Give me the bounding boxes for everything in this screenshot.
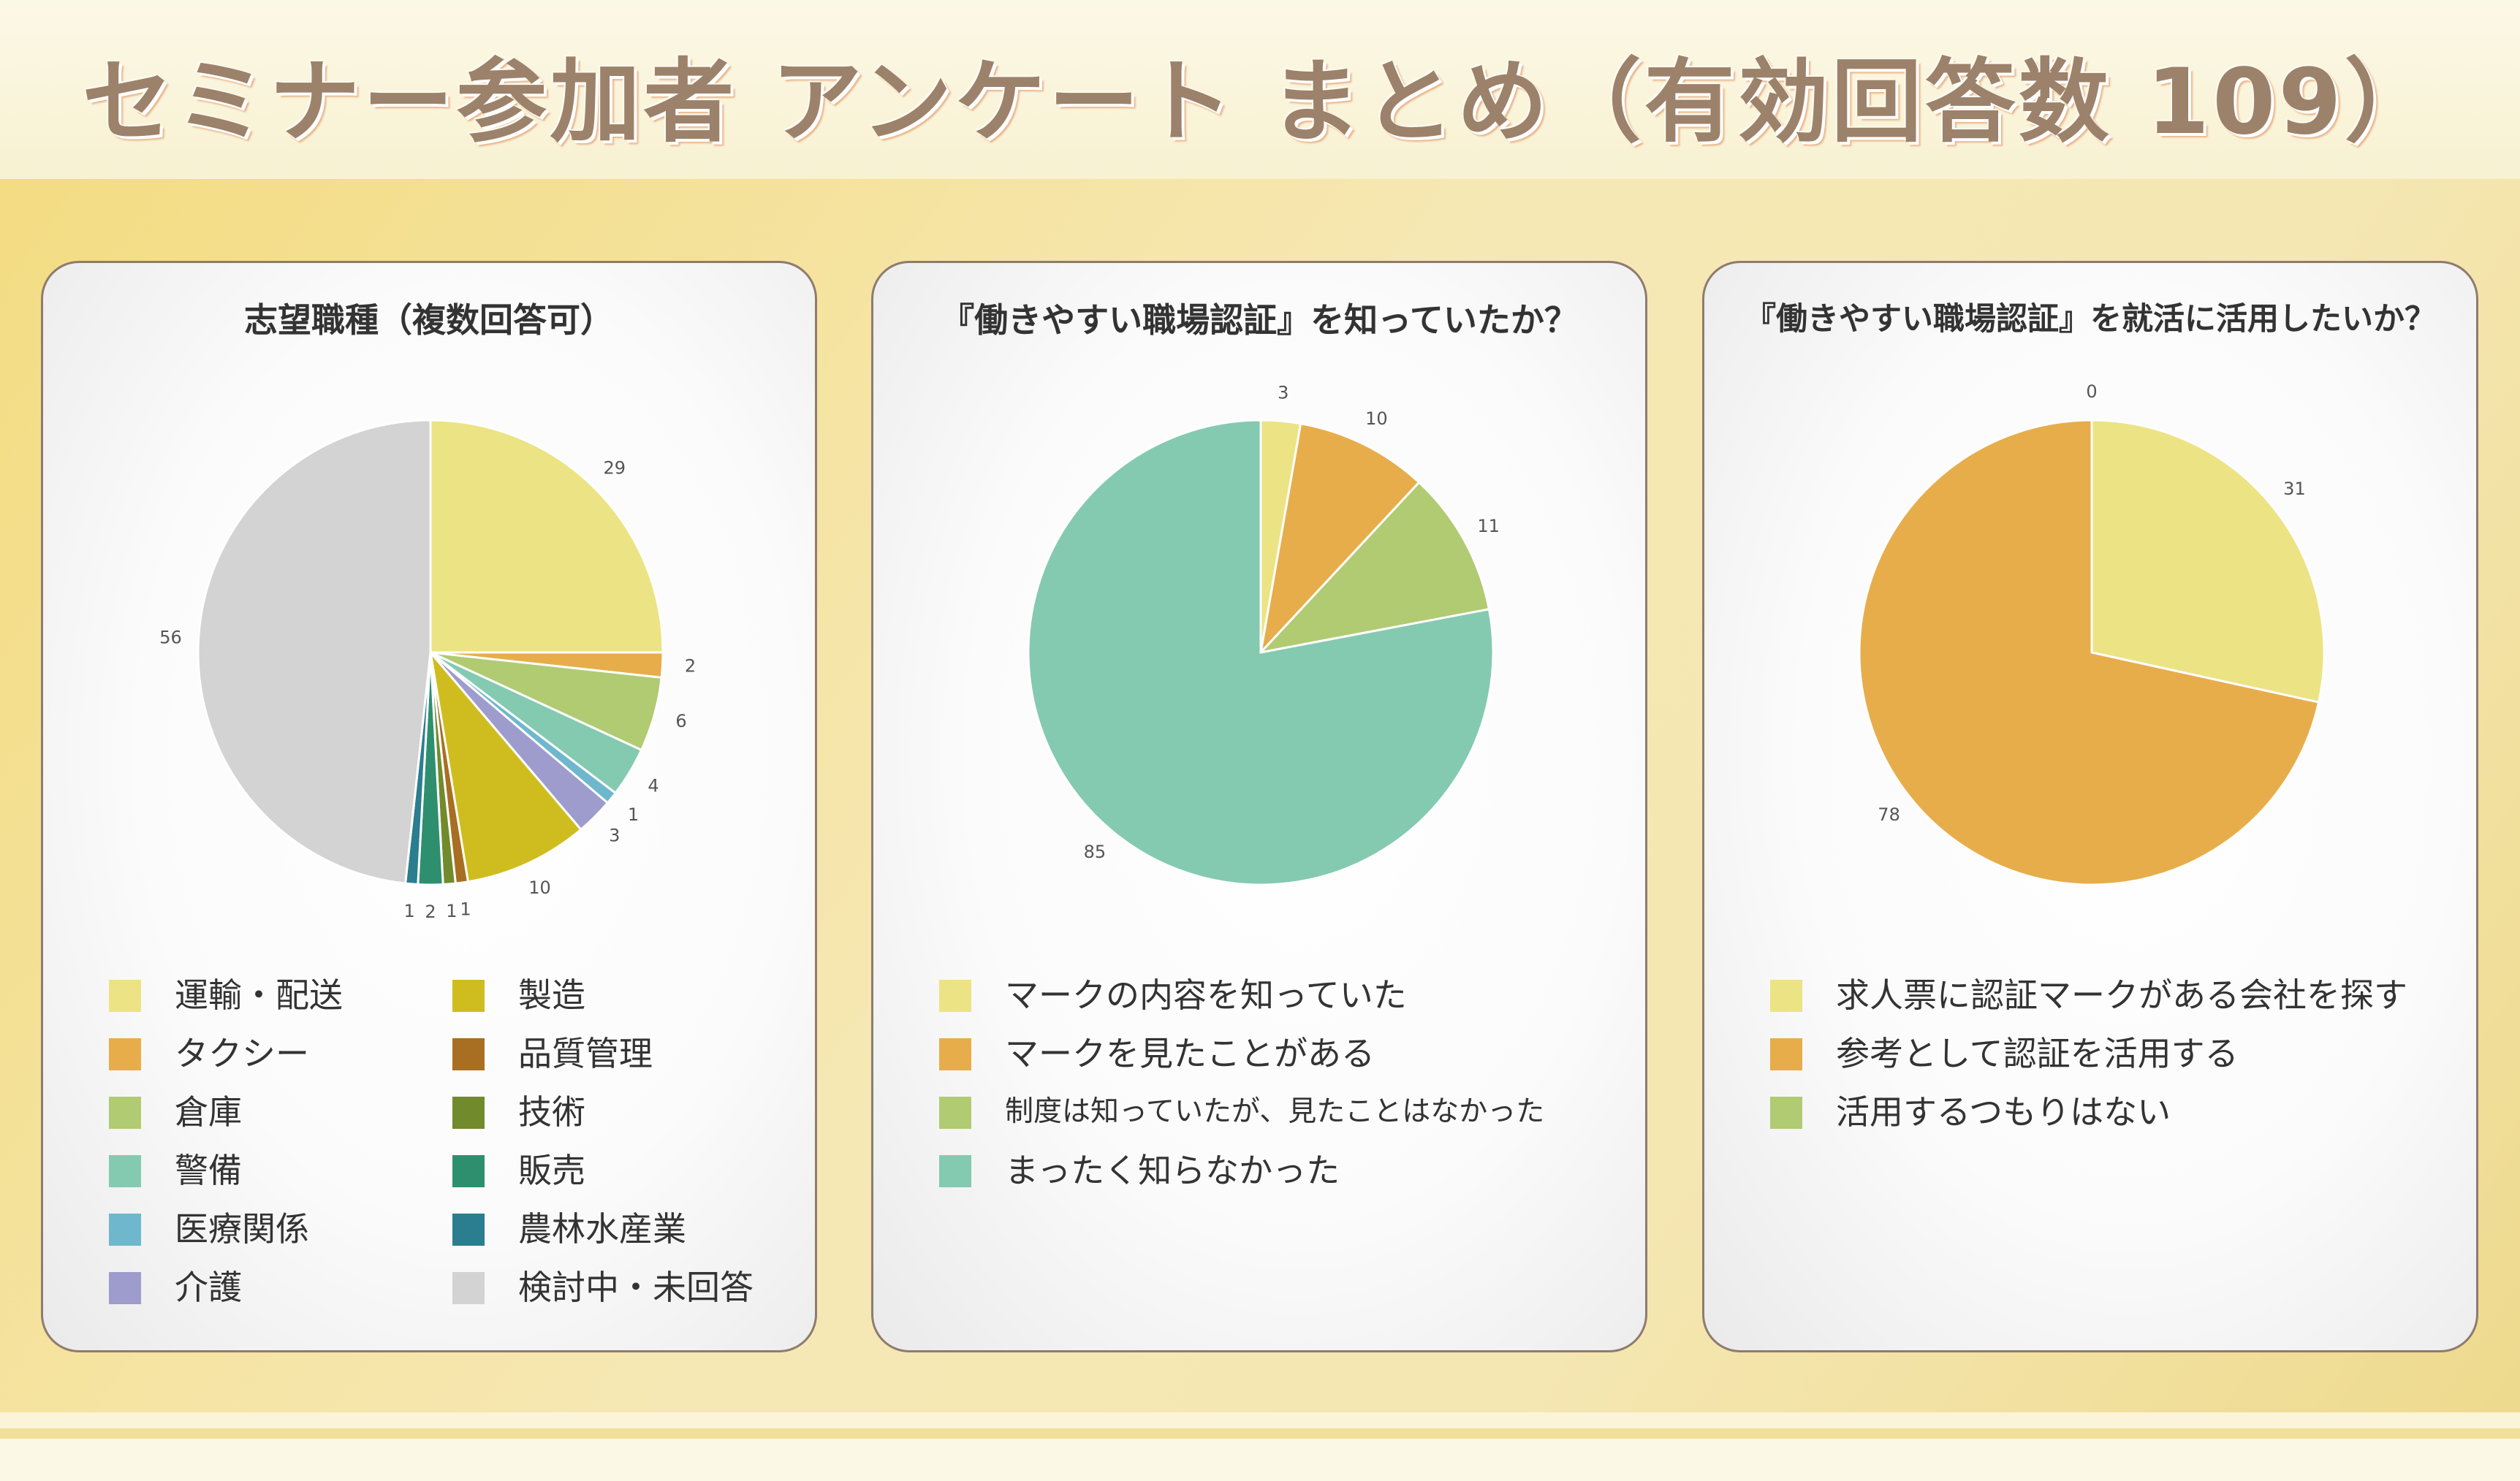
legend-label: まったく知らなかった <box>1005 1151 1340 1190</box>
data-label: 1 <box>460 899 471 920</box>
legend-label: 活用するつもりはない <box>1836 1092 2171 1132</box>
data-label: 10 <box>528 877 551 898</box>
legend-label: 技術 <box>518 1092 585 1132</box>
legend-label: 制度は知っていたが、見たことはなかった <box>1005 1095 1545 1128</box>
pie-slice <box>197 419 432 885</box>
legend-swatch <box>109 1272 141 1304</box>
data-label: 29 <box>603 457 626 478</box>
chart-panel-desired-job: 志望職種（複数回答可） 29 2 6 4 1 3 10 1 1 2 1 56 運輸・配送 タクシー 倉庫警… <box>41 261 817 1352</box>
legend-label: 求人票に認証マークがある会社を探す <box>1836 975 2407 1015</box>
data-label: 10 <box>1365 408 1388 429</box>
pie-slice <box>2090 419 2326 704</box>
chart-title: 志望職種（複数回答可） <box>244 300 614 340</box>
page-title: セミナー参加者 アンケート まとめ（有効回答数 109） <box>82 50 2438 155</box>
footer-stripe <box>0 1428 2520 1439</box>
legend-swatch <box>1770 980 1802 1012</box>
data-label: 78 <box>1878 804 1900 825</box>
pie-chart: 3 10 11 85 <box>1027 382 1500 886</box>
data-label: 3 <box>609 826 620 846</box>
chart-panel-usage-intent: 『働きやすい職場認証』を就活に活用したいか？ 31 78 0 求人票に認証マークがあ… <box>1702 261 2478 1352</box>
data-label: 31 <box>2283 479 2306 499</box>
legend-swatch <box>452 980 485 1012</box>
chart-title: 『働きやすい職場認証』を知っていたか？ <box>941 300 1578 340</box>
legend-swatch <box>939 980 971 1012</box>
data-label: 11 <box>1477 516 1500 536</box>
legend-label: タクシー <box>175 1034 309 1073</box>
pie-slice <box>428 648 582 883</box>
legend-label: マークの内容を知っていた <box>1005 975 1407 1015</box>
legend-swatch <box>109 1097 141 1129</box>
legend-label: 倉庫 <box>175 1092 242 1132</box>
data-label: 1 <box>628 804 639 825</box>
data-label: 85 <box>1084 842 1107 862</box>
pie-slice <box>1259 422 1421 656</box>
data-label: 3 <box>1278 382 1289 403</box>
data-label: 6 <box>675 711 686 731</box>
legend-swatch <box>452 1155 485 1187</box>
data-label: 56 <box>159 628 182 648</box>
legend-label: 医療関係 <box>175 1209 309 1249</box>
pie-slice <box>1027 419 1495 886</box>
legend-swatch <box>452 1214 485 1246</box>
legend-label: マークを見たことがある <box>1005 1034 1375 1073</box>
legend-label: 製造 <box>518 975 585 1015</box>
legend-swatch <box>939 1097 971 1129</box>
footer-stripe <box>0 1412 2520 1428</box>
legend-label: 警備 <box>175 1151 242 1190</box>
legend-label: 販売 <box>518 1151 585 1190</box>
data-label: 2 <box>685 655 696 676</box>
header-background <box>0 0 2520 179</box>
data-label: 1 <box>403 901 414 921</box>
legend-swatch <box>939 1155 971 1187</box>
legend-swatch <box>452 1038 485 1070</box>
legend-swatch <box>1770 1038 1802 1070</box>
legend-swatch <box>452 1097 485 1129</box>
legend-label: 検討中・未回答 <box>518 1268 754 1307</box>
footer-background <box>0 1439 2520 1481</box>
pie-slice <box>429 419 664 654</box>
legend-swatch <box>109 1038 141 1070</box>
legend-label: 運輸・配送 <box>175 975 343 1015</box>
legend-swatch <box>109 1155 141 1187</box>
legend-swatch <box>939 1038 971 1070</box>
data-label: 4 <box>648 776 659 796</box>
chart-panel-awareness: 『働きやすい職場認証』を知っていたか？ 3 10 11 85 マークの内容を知っていた… <box>871 261 1647 1352</box>
legend-label: 品質管理 <box>518 1034 653 1073</box>
legend-label: 農林水産業 <box>518 1209 686 1249</box>
pie-slice <box>1257 481 1491 655</box>
legend-swatch <box>452 1272 485 1304</box>
pie-slice <box>1858 419 2320 886</box>
data-label: 2 <box>425 902 436 922</box>
chart-title: 『働きやすい職場認証』を就活に活用したいか？ <box>1745 301 2436 338</box>
data-label: 0 <box>2086 381 2097 402</box>
legend-swatch <box>109 980 141 1012</box>
legend-swatch <box>1770 1097 1802 1129</box>
pie-chart: 31 78 0 <box>1858 381 2326 886</box>
legend-label: 参考として認証を活用する <box>1836 1034 2239 1073</box>
data-label: 1 <box>446 901 457 921</box>
legend-swatch <box>109 1214 141 1246</box>
legend-label: 介護 <box>175 1268 242 1307</box>
